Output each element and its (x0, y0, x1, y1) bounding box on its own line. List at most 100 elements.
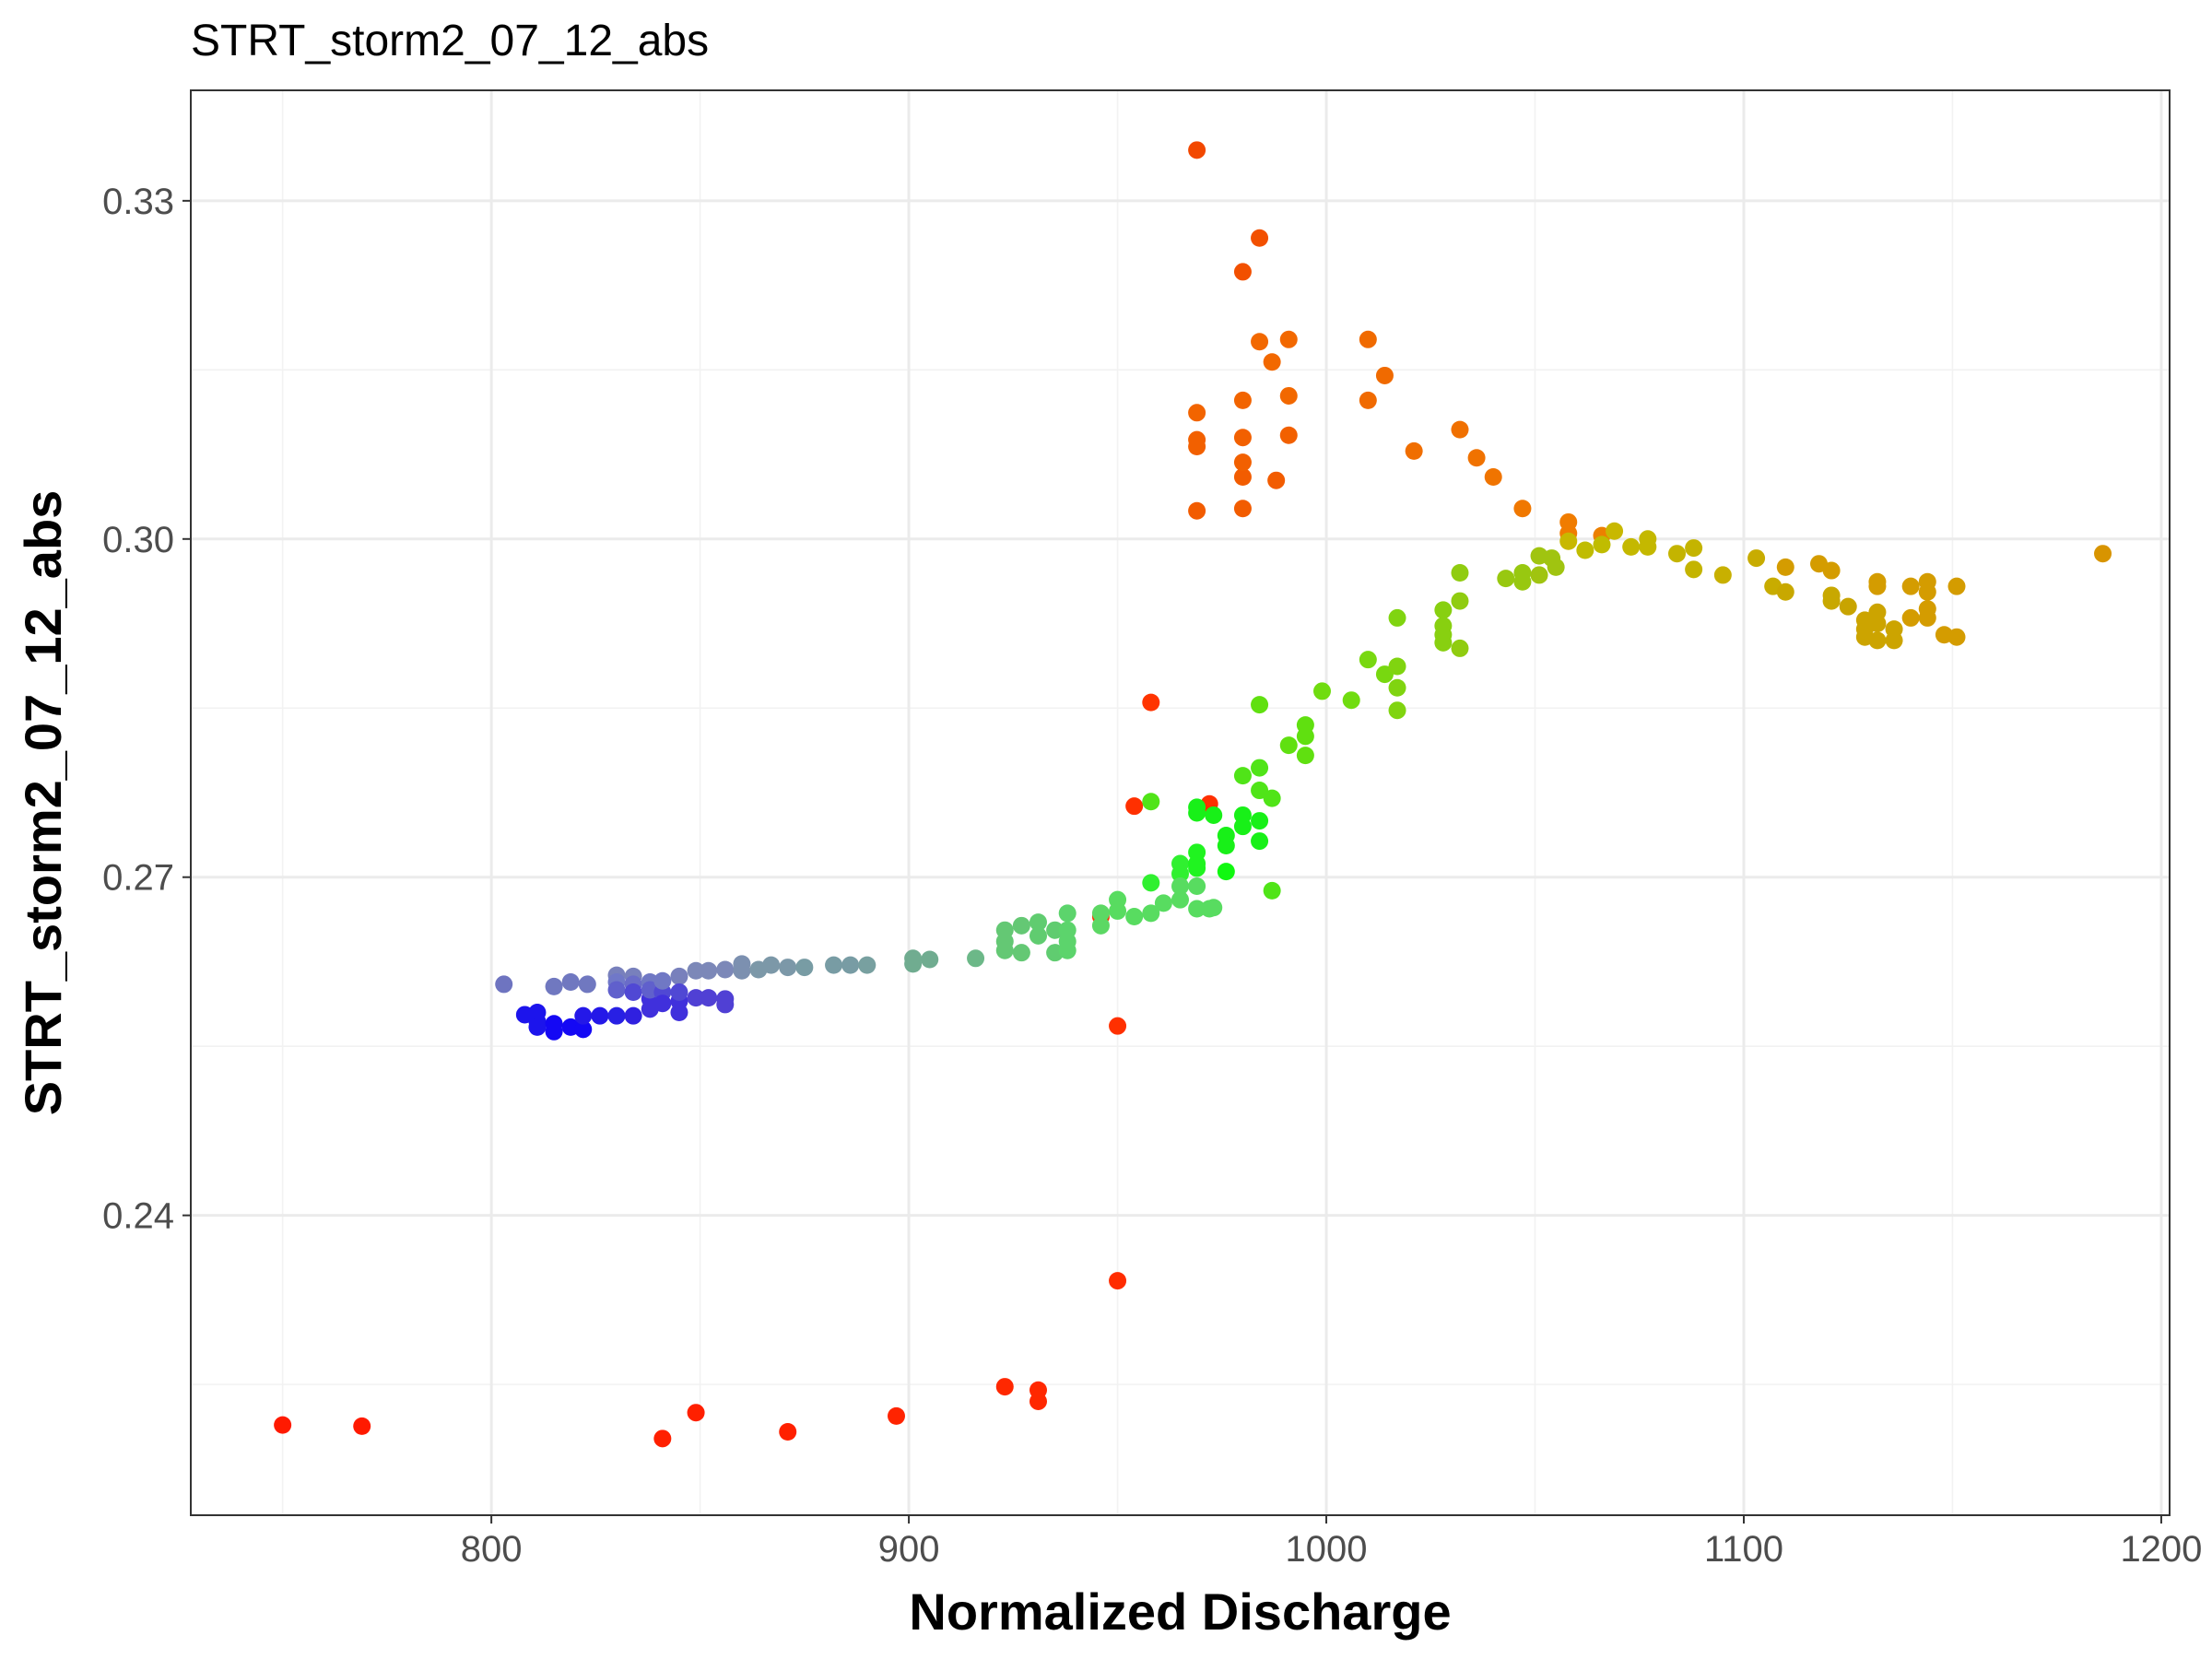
data-point (887, 1406, 905, 1425)
data-point (858, 956, 877, 974)
data-point (1405, 441, 1423, 460)
data-point (1029, 913, 1047, 932)
data-point (1217, 836, 1235, 854)
data-point (995, 1378, 1014, 1396)
data-point (591, 1006, 609, 1025)
data-point (1713, 566, 1732, 584)
y-axis: 0.24 0.27 0.30 0.33 (102, 182, 191, 1237)
data-point (670, 967, 688, 985)
data-point (1251, 812, 1269, 830)
x-tick-label: 1200 (2120, 1529, 2202, 1570)
data-point (1868, 577, 1887, 595)
data-point (687, 961, 705, 980)
data-point (1359, 651, 1377, 669)
data-point (353, 1417, 371, 1435)
data-point (545, 1015, 563, 1033)
data-point (1868, 615, 1887, 633)
data-point (1171, 865, 1189, 883)
x-axis-title: Normalized Discharge (909, 1583, 1451, 1641)
data-point (1279, 330, 1298, 348)
data-point (653, 994, 672, 1013)
data-point (1188, 430, 1206, 449)
data-point (1058, 904, 1077, 923)
data-point (762, 956, 781, 974)
data-point (1359, 330, 1377, 348)
data-point (1012, 944, 1030, 962)
data-point (1359, 391, 1377, 409)
data-point (1263, 353, 1281, 371)
data-point (1375, 366, 1394, 384)
data-point (687, 1404, 705, 1422)
data-point (1188, 141, 1206, 159)
data-point (274, 1416, 292, 1434)
data-point (1342, 691, 1360, 710)
data-point (574, 1020, 593, 1039)
data-point (1091, 916, 1110, 935)
data-point (1918, 608, 1936, 627)
data-point (733, 961, 751, 980)
data-point (904, 955, 923, 973)
data-point (1233, 263, 1252, 281)
data-point (1263, 789, 1281, 807)
data-point (1188, 804, 1206, 822)
panel-border (190, 89, 2171, 1516)
data-point (1046, 921, 1065, 939)
data-point (1109, 901, 1127, 920)
data-point (1388, 657, 1406, 676)
data-point (967, 949, 985, 968)
data-point (607, 1006, 626, 1025)
data-point (1267, 471, 1286, 489)
chart-title: STRT_storm2_07_12_abs (191, 17, 709, 65)
data-point (1559, 532, 1578, 550)
data-point (1901, 608, 1920, 627)
data-point (1109, 1272, 1127, 1290)
data-point (1593, 535, 1611, 554)
data-point (1776, 582, 1794, 601)
data-point (528, 1018, 547, 1036)
data-point (1251, 333, 1269, 351)
data-point (1388, 678, 1406, 697)
x-axis: 800 900 1000 1100 1200 (461, 1515, 2202, 1570)
data-point (1530, 566, 1548, 584)
data-point (1685, 560, 1703, 579)
data-point (2094, 545, 2112, 563)
data-point (653, 971, 672, 990)
data-point (1091, 904, 1110, 923)
data-point (1251, 696, 1269, 714)
data-point (1513, 572, 1532, 591)
data-point (1622, 537, 1641, 556)
data-point (1497, 570, 1515, 588)
data-point (1388, 701, 1406, 720)
data-point (624, 1006, 642, 1025)
data-point (1142, 874, 1160, 892)
data-point (1606, 522, 1624, 540)
data-point (670, 982, 688, 1001)
data-point (574, 1006, 593, 1025)
data-point (1467, 449, 1486, 467)
data-point (1947, 577, 1966, 595)
data-point (1125, 797, 1144, 816)
data-point (1513, 500, 1532, 518)
data-point (700, 961, 718, 980)
data-point (1388, 608, 1406, 627)
data-point (687, 989, 705, 1007)
data-point (624, 982, 642, 1001)
data-point (779, 959, 797, 977)
data-point (1233, 391, 1252, 409)
data-point (1217, 863, 1235, 881)
data-point (1171, 877, 1189, 896)
data-point (1233, 500, 1252, 518)
data-point (1484, 468, 1502, 487)
data-point (1058, 941, 1077, 959)
data-point (1868, 631, 1887, 650)
data-point (700, 989, 718, 1007)
x-tick-label: 1100 (1704, 1529, 1783, 1570)
data-point (716, 960, 735, 979)
data-point (1547, 558, 1565, 576)
data-point (1296, 727, 1314, 746)
data-point (607, 981, 626, 999)
data-point (1188, 404, 1206, 422)
data-point (1205, 806, 1223, 824)
data-point (795, 959, 814, 977)
